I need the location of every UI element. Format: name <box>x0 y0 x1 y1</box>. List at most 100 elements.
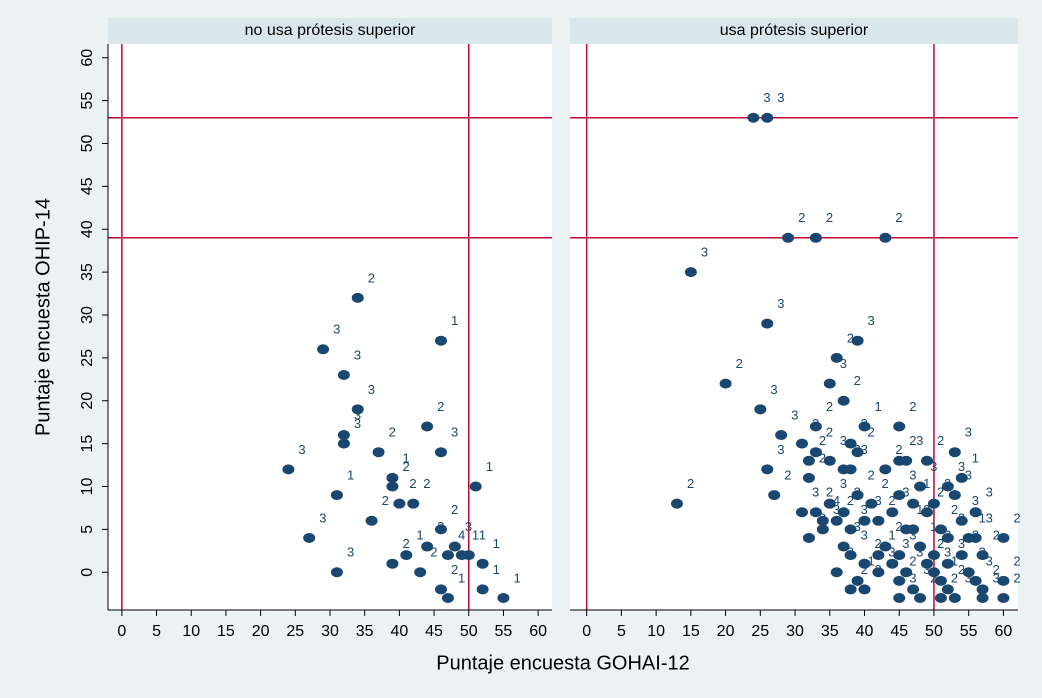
x-tick-label: 55 <box>495 623 513 640</box>
marker-label: 2 <box>854 373 861 388</box>
x-tick-label: 25 <box>286 623 304 640</box>
y-tick-label: 30 <box>79 306 96 324</box>
marker-label: 2 <box>958 510 965 525</box>
marker-label: 2 <box>937 485 944 500</box>
point <box>761 112 774 123</box>
marker-label: 2 <box>423 476 430 491</box>
marker-label: 2 <box>1013 570 1020 585</box>
marker-label: 2 <box>784 468 791 483</box>
marker-label: 2 <box>958 562 965 577</box>
point <box>893 592 906 603</box>
marker-label: 3 <box>777 296 784 311</box>
marker-label: 2 <box>437 399 444 414</box>
x-tick-label: 50 <box>925 623 943 640</box>
point <box>851 335 864 346</box>
point <box>886 558 899 569</box>
marker-label: 2 <box>430 545 437 560</box>
point <box>900 567 913 578</box>
marker-label: 3 <box>791 407 798 422</box>
marker-label: 2 <box>909 399 916 414</box>
marker-label: 1 <box>493 562 500 577</box>
marker-label: 2 <box>895 210 902 225</box>
y-tick-label: 15 <box>79 435 96 453</box>
y-axis-title: Puntaje encuesta OHIP-14 <box>32 198 54 436</box>
marker-label: 1 <box>479 528 486 543</box>
marker-label: 2 <box>888 493 895 508</box>
marker-label: 3 <box>368 382 375 397</box>
point <box>795 507 808 518</box>
point <box>879 541 892 552</box>
point <box>337 438 350 449</box>
marker-label: 1 <box>416 528 423 543</box>
point <box>907 498 920 509</box>
marker-label: 3 <box>986 485 993 500</box>
point <box>872 515 885 526</box>
x-axis-title: Puntaje encuesta GOHAI-12 <box>436 652 689 674</box>
point <box>337 430 350 441</box>
point <box>865 498 878 509</box>
marker-label: 3 <box>777 442 784 457</box>
marker-label: 3 <box>840 356 847 371</box>
point <box>976 584 989 595</box>
marker-label: 1 <box>458 570 465 585</box>
marker-label: 2 <box>402 459 409 474</box>
marker-label: 1 <box>868 553 875 568</box>
marker-label: 3 <box>840 433 847 448</box>
marker-label: 2 <box>944 476 951 491</box>
point <box>747 112 760 123</box>
marker-label: 2 <box>881 476 888 491</box>
marker-label: 3 <box>979 545 986 560</box>
marker-label: 2 <box>826 425 833 440</box>
marker-label: 1 <box>493 536 500 551</box>
point <box>809 421 822 432</box>
x-tick-label: 0 <box>117 623 126 640</box>
marker-label: 3 <box>993 570 1000 585</box>
marker-label: 2 <box>993 562 1000 577</box>
x-tick-label: 15 <box>217 623 235 640</box>
marker-label: 3 <box>354 407 361 422</box>
marker-label: 3 <box>812 485 819 500</box>
point <box>921 558 934 569</box>
marker-label: 1 <box>402 450 409 465</box>
point <box>809 507 822 518</box>
x-tick-label: 35 <box>356 623 374 640</box>
marker-label: 3 <box>909 570 916 585</box>
marker-label: 2 <box>826 399 833 414</box>
point <box>858 421 871 432</box>
marker-label: 2 <box>909 433 916 448</box>
marker-label: 3 <box>298 442 305 457</box>
point <box>872 567 885 578</box>
marker-label: 2 <box>874 562 881 577</box>
y-tick-label: 20 <box>79 392 96 410</box>
marker-label: 2 <box>972 528 979 543</box>
marker-label: 2 <box>930 570 937 585</box>
x-tick-label: 45 <box>425 623 443 640</box>
marker-label: 3 <box>861 502 868 517</box>
x-tick-label: 15 <box>682 623 700 640</box>
marker-label: 2 <box>437 519 444 534</box>
marker-label: 4 <box>458 528 465 543</box>
marker-label: 2 <box>451 502 458 517</box>
x-tick-label: 50 <box>460 623 478 640</box>
y-tick-label: 5 <box>79 525 96 534</box>
marker-label: 1 <box>972 450 979 465</box>
point <box>976 592 989 603</box>
marker-label: 2 <box>1013 510 1020 525</box>
point <box>921 507 934 518</box>
point <box>969 575 982 586</box>
point <box>337 370 350 381</box>
point <box>809 447 822 458</box>
marker-label: 3 <box>944 545 951 560</box>
marker-label: 3 <box>861 528 868 543</box>
marker-label: 3 <box>819 510 826 525</box>
marker-label: 3 <box>909 528 916 543</box>
point <box>941 532 954 543</box>
x-tick-label: 10 <box>182 623 200 640</box>
marker-label: 2 <box>868 425 875 440</box>
marker-label: 3 <box>888 545 895 560</box>
marker-label: 2 <box>993 528 1000 543</box>
marker-label: 3 <box>333 322 340 337</box>
point <box>330 567 343 578</box>
marker-label: 2 <box>389 425 396 440</box>
marker-label: 2 <box>1013 553 1020 568</box>
